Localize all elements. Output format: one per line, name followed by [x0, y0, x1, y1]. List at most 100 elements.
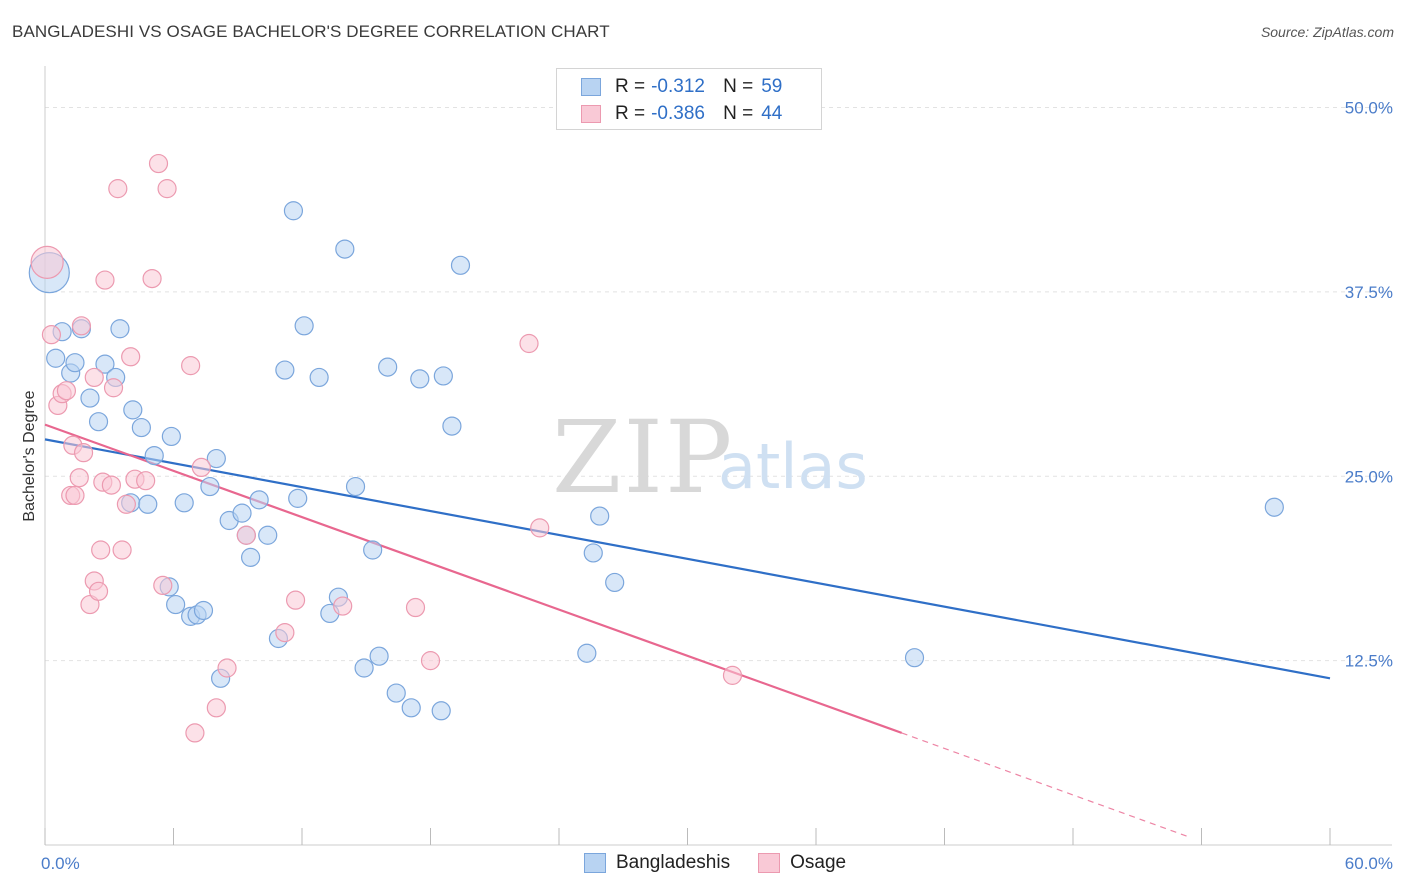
- osage-point: [116, 494, 136, 514]
- bangladeshi-point: [95, 354, 115, 374]
- bangladeshi-point: [200, 476, 220, 497]
- y-tick-label: 25.0%: [1345, 467, 1393, 486]
- bangladeshi-point: [288, 488, 308, 508]
- osage-trend-extension: [901, 732, 1191, 839]
- osage-point: [88, 581, 109, 601]
- bangladeshi-point: [138, 494, 158, 514]
- osage-point: [275, 622, 295, 643]
- osage-point: [181, 356, 201, 376]
- osage-point: [101, 475, 121, 495]
- legend-r-value: -0.312: [651, 76, 705, 97]
- bangladeshi-trend-line: [44, 438, 1331, 680]
- osage-point: [519, 333, 539, 354]
- bangladeshi-point: [241, 547, 261, 567]
- correlation-legend: R = -0.312 N = 59 R = -0.386 N = 44: [556, 68, 822, 130]
- osage-point: [420, 651, 441, 671]
- bangladeshi-point: [294, 316, 314, 336]
- bangladeshi-point: [401, 698, 421, 718]
- bangladeshi-point: [410, 369, 430, 389]
- bangladeshi-point: [363, 540, 383, 560]
- osage-point: [148, 153, 169, 174]
- legend-n-value: 59: [761, 76, 783, 97]
- series-swatch-bangladeshis: [584, 853, 606, 873]
- legend-r-label: R =: [615, 76, 646, 97]
- bangladeshi-point: [386, 683, 406, 703]
- osage-point: [112, 540, 132, 560]
- osage-point: [121, 347, 141, 367]
- bangladeshi-point: [46, 348, 66, 368]
- y-tick-labels: 12.5% 25.0% 37.5% 50.0%: [1345, 99, 1393, 671]
- osage-point: [108, 179, 128, 199]
- watermark-atlas: atlas: [718, 430, 868, 503]
- osage-point: [191, 457, 211, 477]
- osage-point: [136, 471, 156, 491]
- osage-point: [103, 378, 124, 398]
- bangladeshi-point: [577, 643, 597, 663]
- osage-point: [91, 540, 111, 560]
- osage-point: [722, 665, 743, 685]
- bangladeshi-point: [378, 357, 398, 377]
- osage-point: [73, 443, 94, 463]
- y-tick-label: 37.5%: [1345, 283, 1393, 302]
- x-tick-label: 0.0%: [41, 854, 80, 873]
- legend-swatch-bangladeshis: [581, 78, 601, 96]
- bangladeshi-point: [232, 503, 252, 523]
- bangladeshi-point: [431, 701, 451, 721]
- osage-point: [142, 269, 162, 289]
- chart-title: BANGLADESHI VS OSAGE BACHELOR'S DEGREE C…: [12, 22, 610, 41]
- bangladeshi-point: [80, 388, 100, 408]
- osage-trend-line: [44, 423, 903, 734]
- legend-r-value: -0.386: [651, 103, 705, 124]
- bangladeshi-point: [88, 412, 109, 432]
- x-tick-label: 60.0%: [1345, 854, 1393, 873]
- series-label-osage: Osage: [790, 852, 847, 873]
- bangladeshi-point: [258, 525, 278, 545]
- osage-point: [30, 245, 64, 279]
- bangladeshi-point: [123, 400, 143, 420]
- bangladeshi-point: [144, 446, 164, 466]
- bangladeshi-point: [206, 448, 226, 469]
- bangladeshi-point: [249, 490, 269, 510]
- osage-point: [530, 518, 550, 538]
- bangladeshi-point: [335, 239, 355, 259]
- osage-point: [157, 179, 177, 199]
- y-tick-label: 50.0%: [1345, 99, 1393, 118]
- bangladeshi-point: [174, 493, 194, 513]
- bangladeshi-point: [161, 426, 181, 447]
- series-legend-osage[interactable]: Osage: [758, 852, 846, 874]
- bangladeshi-point: [904, 648, 925, 668]
- bangladeshi-point: [369, 646, 389, 666]
- osage-point: [236, 525, 256, 545]
- legend-n-label: N =: [723, 103, 754, 124]
- bangladeshi-point: [309, 367, 329, 388]
- osage-point: [56, 381, 77, 401]
- osage-point: [153, 575, 173, 596]
- legend-swatch-osage: [581, 105, 601, 123]
- osage-point: [333, 596, 353, 616]
- series-legend-bangladeshis[interactable]: Bangladeshis: [584, 852, 730, 874]
- legend-row-bangladeshis: R = -0.312 N = 59: [581, 76, 782, 98]
- osage-point: [65, 485, 85, 506]
- bangladeshi-point: [110, 319, 130, 339]
- bangladeshi-point: [131, 417, 151, 438]
- osage-point: [69, 468, 89, 488]
- legend-row-osage: R = -0.386 N = 44: [581, 103, 782, 125]
- osage-point: [185, 723, 205, 743]
- gridlines: [45, 107, 1392, 662]
- bangladeshi-point: [433, 366, 453, 386]
- osage-point: [41, 325, 62, 345]
- osage-point: [217, 658, 237, 678]
- bangladeshi-point: [450, 255, 471, 275]
- y-tick-label: 12.5%: [1345, 652, 1393, 671]
- bangladeshi-point: [193, 600, 214, 621]
- osage-point: [206, 698, 226, 718]
- osage-point: [71, 316, 92, 336]
- axes: [44, 66, 1392, 846]
- series-legend: Bangladeshis Osage: [584, 852, 874, 874]
- bangladeshi-point: [583, 543, 603, 563]
- watermark: ZIP atlas: [552, 399, 868, 516]
- osage-point: [95, 270, 115, 290]
- legend-r-label: R =: [615, 103, 646, 124]
- osage-point: [285, 590, 306, 610]
